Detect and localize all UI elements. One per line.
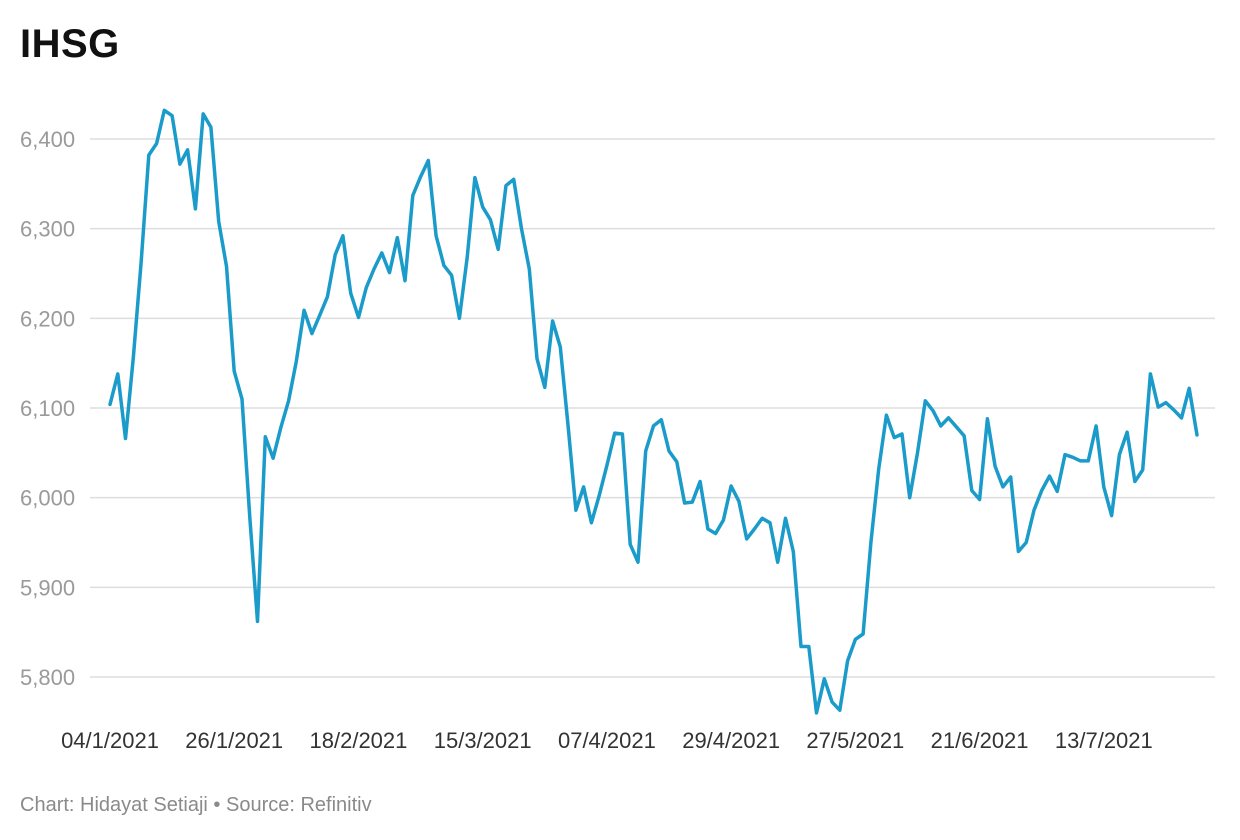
y-tick-label: 6,400 — [20, 127, 75, 152]
chart-source-note: Chart: Hidayat Setiaji • Source: Refinit… — [20, 794, 372, 816]
x-tick-label: 26/1/2021 — [185, 728, 283, 753]
series-group — [108, 108, 1199, 715]
x-tick-label: 13/7/2021 — [1055, 728, 1153, 753]
x-tick-label: 29/4/2021 — [682, 728, 780, 753]
gridlines — [90, 138, 1215, 678]
x-tick-label: 21/6/2021 — [931, 728, 1029, 753]
x-tick-label: 15/3/2021 — [434, 728, 532, 753]
x-axis-ticks: 04/1/2021 26/1/2021 18/2/2021 15/3/2021 07/4… — [61, 728, 1153, 753]
y-axis-ticks: 5,800 5,900 6,000 6,100 6,200 6,300 6,400 — [20, 127, 75, 690]
x-tick-label: 18/2/2021 — [310, 728, 408, 753]
y-tick-label: 6,200 — [20, 306, 75, 331]
x-tick-label: 27/5/2021 — [806, 728, 904, 753]
y-tick-label: 5,800 — [20, 665, 75, 690]
chart-title: IHSG — [20, 22, 120, 66]
y-tick-label: 6,300 — [20, 217, 75, 242]
x-tick-label: 04/1/2021 — [61, 728, 159, 753]
series-line-ihsg — [108, 108, 1199, 715]
y-tick-label: 6,100 — [20, 396, 75, 421]
y-tick-label: 6,000 — [20, 486, 75, 511]
x-tick-label: 07/4/2021 — [558, 728, 656, 753]
y-tick-label: 5,900 — [20, 575, 75, 600]
